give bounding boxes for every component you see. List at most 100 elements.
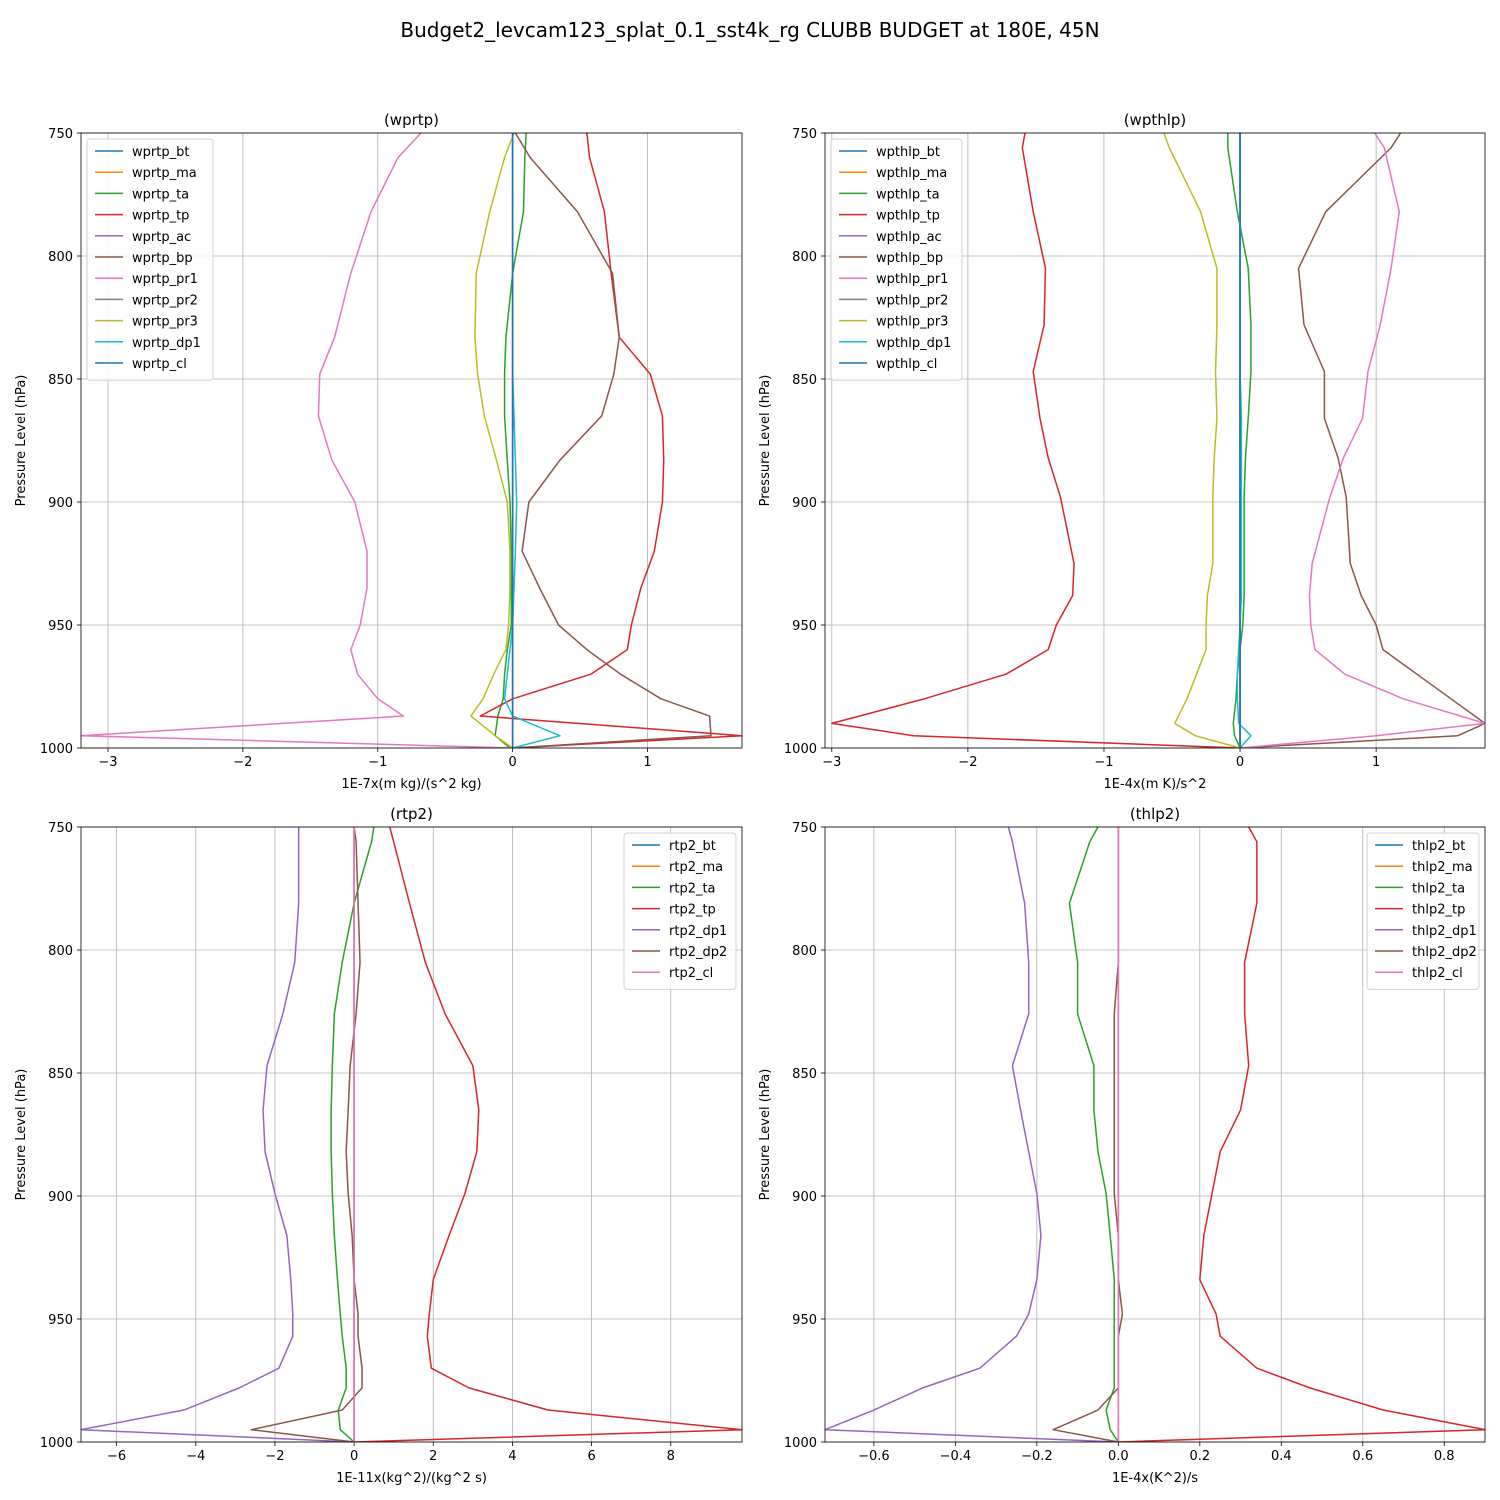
series-line-wpthlp_bp xyxy=(1240,133,1485,748)
series-line-thlp2_tp xyxy=(1118,827,1485,1442)
x-tick-label: 6 xyxy=(587,1449,595,1464)
legend-label: wprtp_ta xyxy=(132,187,189,202)
legend-label: wprtp_dp1 xyxy=(132,336,201,351)
legend-label: thlp2_ta xyxy=(1412,881,1465,896)
legend-label: wprtp_ac xyxy=(132,230,191,245)
legend-label: rtp2_tp xyxy=(669,903,716,918)
x-tick-label: −0.4 xyxy=(940,1449,972,1464)
x-tick-label: −2 xyxy=(958,755,977,770)
x-tick-label: 0.4 xyxy=(1271,1449,1292,1464)
y-axis-label: Pressure Level (hPa) xyxy=(758,375,773,507)
panel-title: (rtp2) xyxy=(390,805,433,823)
y-tick-label: 850 xyxy=(48,373,73,388)
legend-label: thlp2_tp xyxy=(1412,903,1465,918)
legend-label: wpthlp_ta xyxy=(876,187,940,202)
x-tick-label: −2 xyxy=(233,755,252,770)
series-group xyxy=(81,133,742,748)
x-axis-label: 1E-4x(m K)/s^2 xyxy=(1104,777,1207,792)
legend-label: rtp2_dp2 xyxy=(669,945,727,960)
x-tick-label: −3 xyxy=(822,755,841,770)
x-tick-label: −0.2 xyxy=(1021,1449,1053,1464)
y-tick-label: 900 xyxy=(48,496,73,511)
y-tick-label: 900 xyxy=(48,1190,73,1205)
series-line-rtp2_tp xyxy=(354,827,742,1442)
legend-label: wprtp_pr3 xyxy=(132,315,198,330)
panel-title: (wprtp) xyxy=(384,111,439,129)
x-tick-label: −3 xyxy=(98,755,117,770)
x-tick-label: −0.6 xyxy=(858,1449,890,1464)
x-tick-label: −2 xyxy=(265,1449,284,1464)
legend-label: wprtp_pr1 xyxy=(132,272,198,287)
y-axis-label: Pressure Level (hPa) xyxy=(14,1069,29,1201)
legend-label: rtp2_ta xyxy=(669,881,716,896)
x-tick-label: 0 xyxy=(509,755,517,770)
x-axis-label: 1E-4x(K^2)/s xyxy=(1112,1471,1198,1486)
x-tick-label: −6 xyxy=(107,1449,126,1464)
panel-4: −0.6 −0.4 −0.2 0.0 0.2 0.4 0.6 0.8 750 800 850 900 9… xyxy=(758,805,1486,1486)
series-line-wpthlp_tp xyxy=(831,133,1241,748)
series-line-wpthlp_pr3 xyxy=(1163,133,1241,748)
x-tick-label: 0 xyxy=(350,1449,358,1464)
legend-label: thlp2_bt xyxy=(1412,839,1465,854)
legend-label: wpthlp_pr2 xyxy=(876,293,948,308)
series-line-thlp2_dp1 xyxy=(825,827,1119,1442)
series-line-wprtp_pr3 xyxy=(470,133,515,748)
y-tick-label: 800 xyxy=(48,250,73,265)
y-tick-label: 800 xyxy=(792,944,817,959)
x-tick-label: 0.2 xyxy=(1189,1449,1210,1464)
x-tick-label: 0.8 xyxy=(1434,1449,1455,1464)
legend-label: wprtp_cl xyxy=(132,357,187,372)
y-tick-label: 750 xyxy=(792,127,817,142)
x-tick-label: 0.0 xyxy=(1108,1449,1129,1464)
legend-label: wpthlp_ma xyxy=(876,166,947,181)
series-line-rtp2_ta xyxy=(330,827,375,1442)
y-tick-label: 800 xyxy=(48,944,73,959)
legend-label: rtp2_ma xyxy=(669,860,723,875)
y-tick-label: 750 xyxy=(48,821,73,836)
axes-frame xyxy=(824,132,1486,749)
panel-3: −6 −4 −2 0 2 4 6 8 750 800 850 900 950 1000 (rtp2) 1E-1… xyxy=(14,805,743,1486)
x-axis-label: 1E-11x(kg^2)/(kg^2 s) xyxy=(336,1471,487,1486)
legend-label: wpthlp_pr1 xyxy=(876,272,948,287)
legend-label: rtp2_cl xyxy=(669,966,713,981)
legend-label: thlp2_cl xyxy=(1412,966,1463,981)
y-tick-label: 950 xyxy=(792,619,817,634)
legend-label: rtp2_dp1 xyxy=(669,924,727,939)
panel-2: −3 −2 −1 0 1 750 800 850 900 950 1000 (wpthlp) 1E-4x… xyxy=(758,111,1486,792)
series-line-wpthlp_pr1 xyxy=(1239,133,1485,748)
y-tick-label: 1000 xyxy=(40,742,73,757)
legend-label: wprtp_pr2 xyxy=(132,293,198,308)
x-tick-label: −4 xyxy=(186,1449,205,1464)
legend-label: wpthlp_bt xyxy=(876,145,940,160)
y-tick-label: 950 xyxy=(792,1313,817,1328)
y-tick-label: 800 xyxy=(792,250,817,265)
y-axis-label: Pressure Level (hPa) xyxy=(14,375,29,507)
y-tick-label: 950 xyxy=(48,619,73,634)
y-tick-label: 900 xyxy=(792,1190,817,1205)
axes-frame xyxy=(80,132,743,749)
y-tick-label: 850 xyxy=(792,1067,817,1082)
legend-label: thlp2_dp2 xyxy=(1412,945,1477,960)
legend-label: thlp2_dp1 xyxy=(1412,924,1477,939)
series-group xyxy=(81,827,742,1442)
x-tick-label: 1 xyxy=(1372,755,1380,770)
legend: wpthlp_bt wpthlp_ma wpthlp_ta wpthlp_tpwpth… xyxy=(830,138,963,381)
series-group xyxy=(831,133,1485,748)
series-line-wprtp_tp xyxy=(479,133,742,748)
legend-label: wpthlp_ac xyxy=(876,230,942,245)
y-tick-label: 750 xyxy=(792,821,817,836)
x-tick-label: 2 xyxy=(429,1449,437,1464)
legend-label: wpthlp_dp1 xyxy=(876,336,951,351)
y-tick-label: 750 xyxy=(48,127,73,142)
y-tick-label: 850 xyxy=(48,1067,73,1082)
panel-title: (thlp2) xyxy=(1130,805,1180,823)
legend-label: wprtp_ma xyxy=(132,166,197,181)
x-tick-label: 4 xyxy=(508,1449,516,1464)
y-tick-label: 1000 xyxy=(784,1436,817,1451)
y-axis-label: Pressure Level (hPa) xyxy=(758,1069,773,1201)
series-line-thlp2_ta xyxy=(1068,827,1119,1442)
axes-frame xyxy=(80,826,743,1443)
x-tick-label: 0.6 xyxy=(1352,1449,1373,1464)
y-tick-label: 850 xyxy=(792,373,817,388)
